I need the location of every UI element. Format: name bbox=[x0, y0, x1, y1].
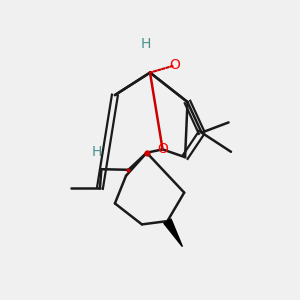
Text: H: H bbox=[92, 145, 102, 159]
Text: H: H bbox=[140, 37, 151, 51]
Text: O: O bbox=[157, 142, 168, 156]
Polygon shape bbox=[164, 219, 182, 247]
Text: O: O bbox=[169, 58, 180, 72]
